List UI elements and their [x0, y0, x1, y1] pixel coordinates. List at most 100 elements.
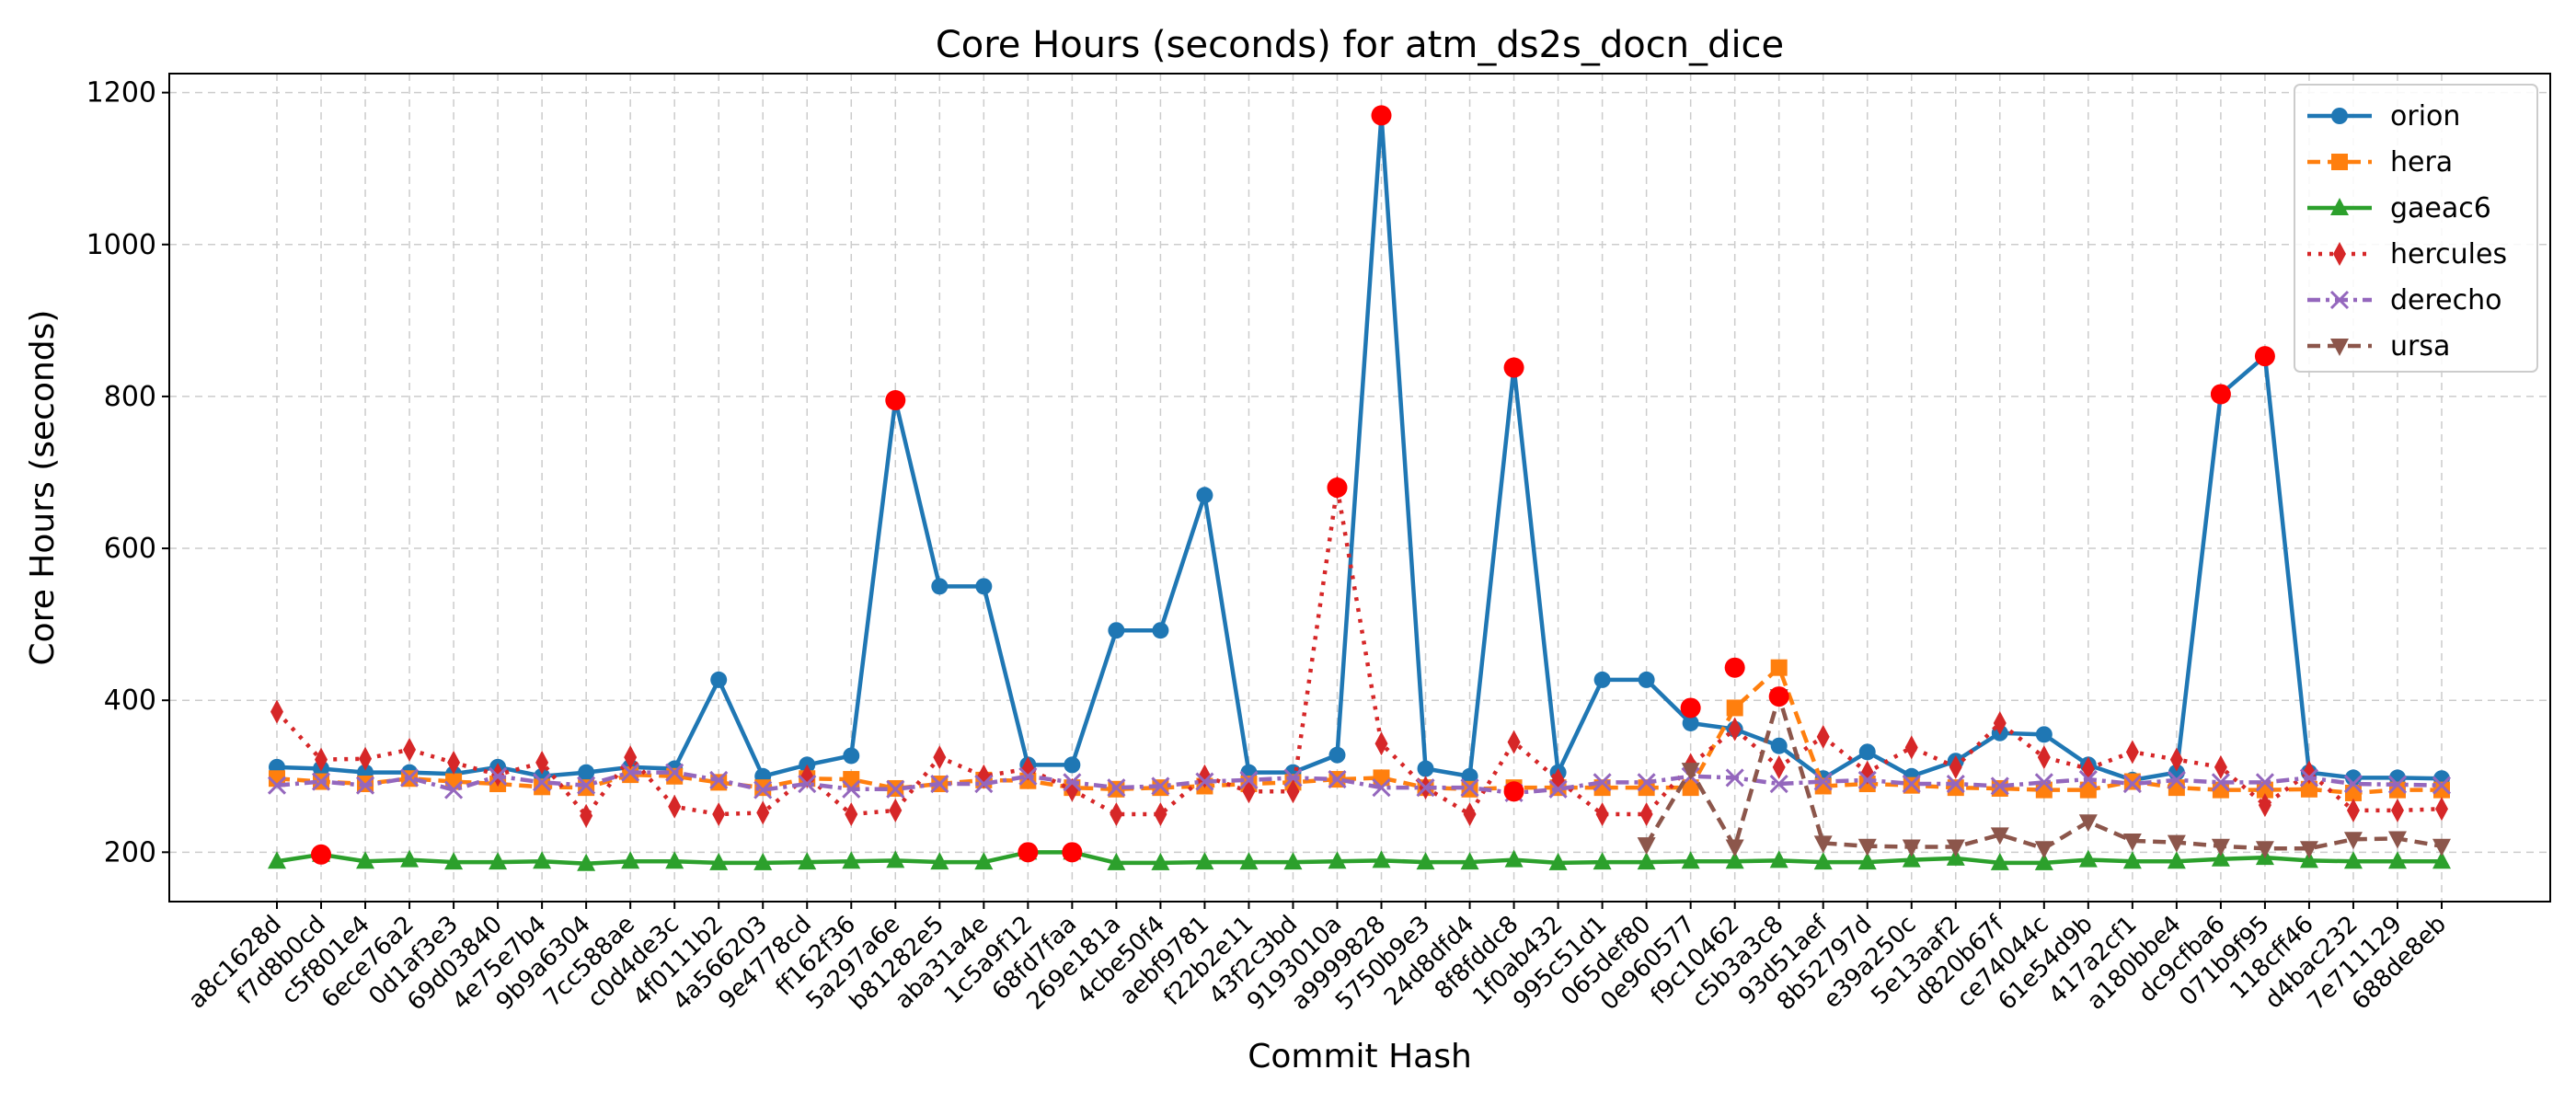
data-point-derecho	[665, 763, 684, 782]
data-point-hercules	[1374, 731, 1388, 756]
data-point-ursa	[2255, 841, 2274, 859]
data-point-hercules	[1904, 735, 1918, 760]
data-point-ursa	[1637, 837, 1656, 856]
data-point-orion	[1682, 714, 1699, 731]
data-point-ursa	[2343, 832, 2363, 850]
legend-item-ursa: ursa	[2307, 330, 2450, 362]
series-line-orion	[276, 113, 2443, 783]
data-point-hercules	[580, 803, 593, 828]
data-point-hercules	[1286, 779, 1300, 804]
data-point-hercules	[756, 800, 770, 825]
data-point-orion	[1417, 760, 1434, 777]
data-point-hercules	[2390, 798, 2404, 822]
data-point-hercules	[933, 745, 947, 770]
data-point-hera	[754, 779, 772, 797]
series-line-hercules	[275, 485, 2443, 818]
data-point-gaeac6	[1990, 852, 2009, 870]
chart-title: Core Hours (seconds) for atm_ds2s_docn_d…	[936, 24, 1784, 66]
data-point-orion	[1858, 743, 1876, 761]
data-point-derecho	[1990, 776, 2009, 796]
legend-item-gaeac6: gaeac6	[2307, 192, 2491, 224]
data-point-ursa	[2034, 841, 2053, 859]
data-point-gaeac6	[1239, 852, 1259, 870]
data-point-derecho	[1195, 772, 1214, 791]
legend-item-orion: orion	[2307, 100, 2460, 132]
data-point-gaeac6	[1548, 852, 1568, 870]
data-point-orion	[578, 764, 595, 781]
data-point-hera	[1682, 779, 1699, 797]
data-point-gaeac6	[1107, 852, 1126, 870]
data-point-derecho	[444, 780, 464, 799]
data-point-derecho	[1769, 774, 1788, 794]
highlight-point	[1768, 686, 1789, 707]
data-point-gaeac6	[753, 852, 773, 870]
y-tick-label: 1200	[86, 77, 156, 109]
highlight-point	[1327, 477, 1348, 498]
data-point-gaeac6	[1151, 852, 1170, 870]
data-point-hercules	[403, 737, 417, 762]
legend-label: hercules	[2390, 238, 2507, 270]
data-point-derecho	[1857, 770, 1877, 789]
legend-label: derecho	[2390, 284, 2502, 316]
data-point-derecho	[2122, 774, 2142, 794]
data-point-gaeac6	[400, 849, 420, 868]
data-point-hercules	[889, 798, 903, 822]
data-point-derecho	[1548, 779, 1568, 799]
data-point-gaeac6	[798, 852, 817, 870]
data-point-hercules	[845, 802, 858, 827]
data-point-orion	[2035, 726, 2053, 743]
data-point-derecho	[489, 766, 508, 786]
data-point-derecho	[1328, 770, 1347, 789]
data-point-derecho	[2343, 774, 2363, 794]
data-point-gaeac6	[2387, 851, 2407, 869]
data-point-orion	[1064, 756, 1081, 774]
y-tick-label: 1000	[86, 229, 156, 261]
data-point-gaeac6	[1769, 850, 1788, 868]
data-point-ursa	[2122, 833, 2142, 851]
data-point-hercules	[668, 794, 682, 819]
data-point-gaeac6	[2167, 851, 2186, 869]
data-point-gaeac6	[1725, 851, 1744, 869]
data-point-orion	[1196, 487, 1213, 504]
data-point-derecho	[2387, 775, 2408, 794]
data-point-derecho	[974, 774, 994, 794]
data-point-hercules	[359, 746, 373, 771]
data-point-ursa	[2387, 831, 2407, 849]
data-point-hercules	[1993, 710, 2007, 735]
legend: orion hera gaeac6 hercules derecho ursa	[2294, 84, 2538, 373]
data-point-derecho	[577, 776, 596, 795]
legend-item-hercules: hercules	[2307, 238, 2507, 270]
data-point-hercules	[1242, 779, 1256, 804]
highlight-point	[885, 390, 906, 411]
legend-marker	[2333, 242, 2346, 266]
data-point-gaeac6	[1283, 852, 1303, 870]
data-point-derecho	[1107, 778, 1126, 798]
data-point-derecho	[1725, 768, 1744, 788]
data-point-orion	[975, 578, 993, 595]
data-point-ursa	[2167, 834, 2186, 853]
data-point-hercules	[2258, 793, 2271, 818]
data-point-gaeac6	[1372, 850, 1391, 868]
data-point-derecho	[355, 776, 375, 795]
highlight-point	[1503, 357, 1524, 378]
data-point-gaeac6	[886, 850, 905, 868]
series-orion	[269, 107, 2450, 788]
data-point-gaeac6	[268, 851, 286, 869]
data-point-hercules	[1595, 802, 1609, 827]
data-point-hercules	[2125, 740, 2139, 765]
data-point-derecho	[798, 774, 817, 794]
data-point-hera	[2433, 781, 2450, 799]
data-point-orion	[1593, 671, 1611, 688]
highlight-point	[1062, 842, 1083, 863]
data-point-gaeac6	[1857, 852, 1877, 870]
data-point-ursa	[1857, 838, 1877, 857]
legend-marker	[2329, 290, 2350, 310]
data-point-orion	[1108, 622, 1125, 639]
data-point-derecho	[1151, 776, 1170, 796]
highlight-point	[2210, 384, 2231, 405]
data-point-hercules	[1816, 724, 1830, 749]
data-point-hercules	[2435, 797, 2448, 822]
data-point-hercules	[624, 745, 638, 770]
data-point-hera	[1770, 659, 1788, 676]
data-point-gaeac6	[1637, 852, 1656, 870]
